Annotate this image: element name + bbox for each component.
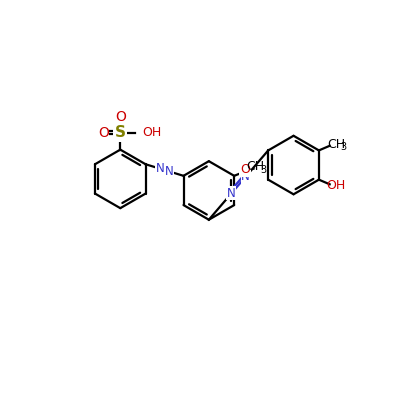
Text: N: N bbox=[227, 187, 236, 200]
Text: O: O bbox=[115, 110, 126, 124]
Text: CH: CH bbox=[327, 138, 345, 151]
Text: OH: OH bbox=[142, 126, 161, 139]
Text: CH: CH bbox=[247, 160, 265, 173]
Text: O: O bbox=[98, 126, 109, 140]
Text: N: N bbox=[165, 165, 174, 178]
Text: OH: OH bbox=[326, 179, 346, 192]
Text: 3: 3 bbox=[340, 142, 346, 152]
Text: 3: 3 bbox=[260, 165, 266, 175]
Text: S: S bbox=[115, 125, 126, 140]
Text: O: O bbox=[240, 163, 250, 176]
Text: N: N bbox=[241, 170, 250, 183]
Text: N: N bbox=[156, 162, 164, 175]
